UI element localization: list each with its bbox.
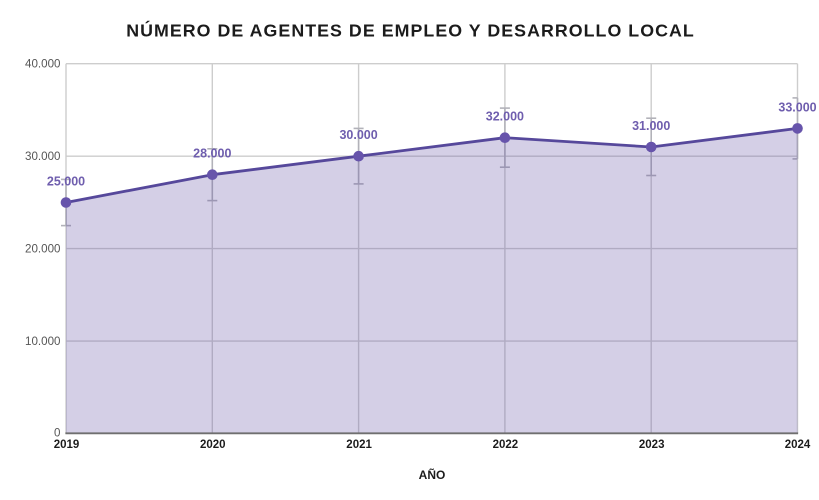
svg-text:25.000: 25.000 [47,175,85,189]
svg-text:30.000: 30.000 [339,128,377,142]
svg-text:2020: 2020 [200,439,226,451]
svg-text:40.000: 40.000 [25,58,60,71]
svg-text:2021: 2021 [346,439,372,451]
svg-text:20.000: 20.000 [25,243,60,256]
svg-text:2023: 2023 [639,439,665,451]
svg-text:0: 0 [54,427,60,440]
svg-text:30.000: 30.000 [25,150,60,163]
svg-text:10.000: 10.000 [25,335,60,348]
svg-text:AÑO: AÑO [419,467,446,482]
svg-text:32.000: 32.000 [486,110,524,124]
svg-text:2022: 2022 [493,439,519,451]
svg-text:NÚMERO DE AGENTES DE EMPLEO Y: NÚMERO DE AGENTES DE EMPLEO Y DESARROLLO… [126,20,695,41]
svg-text:2019: 2019 [54,439,80,451]
svg-text:2024: 2024 [785,439,811,451]
svg-text:31.000: 31.000 [632,119,670,133]
svg-text:33.000: 33.000 [778,100,816,114]
svg-text:28.000: 28.000 [193,147,231,161]
